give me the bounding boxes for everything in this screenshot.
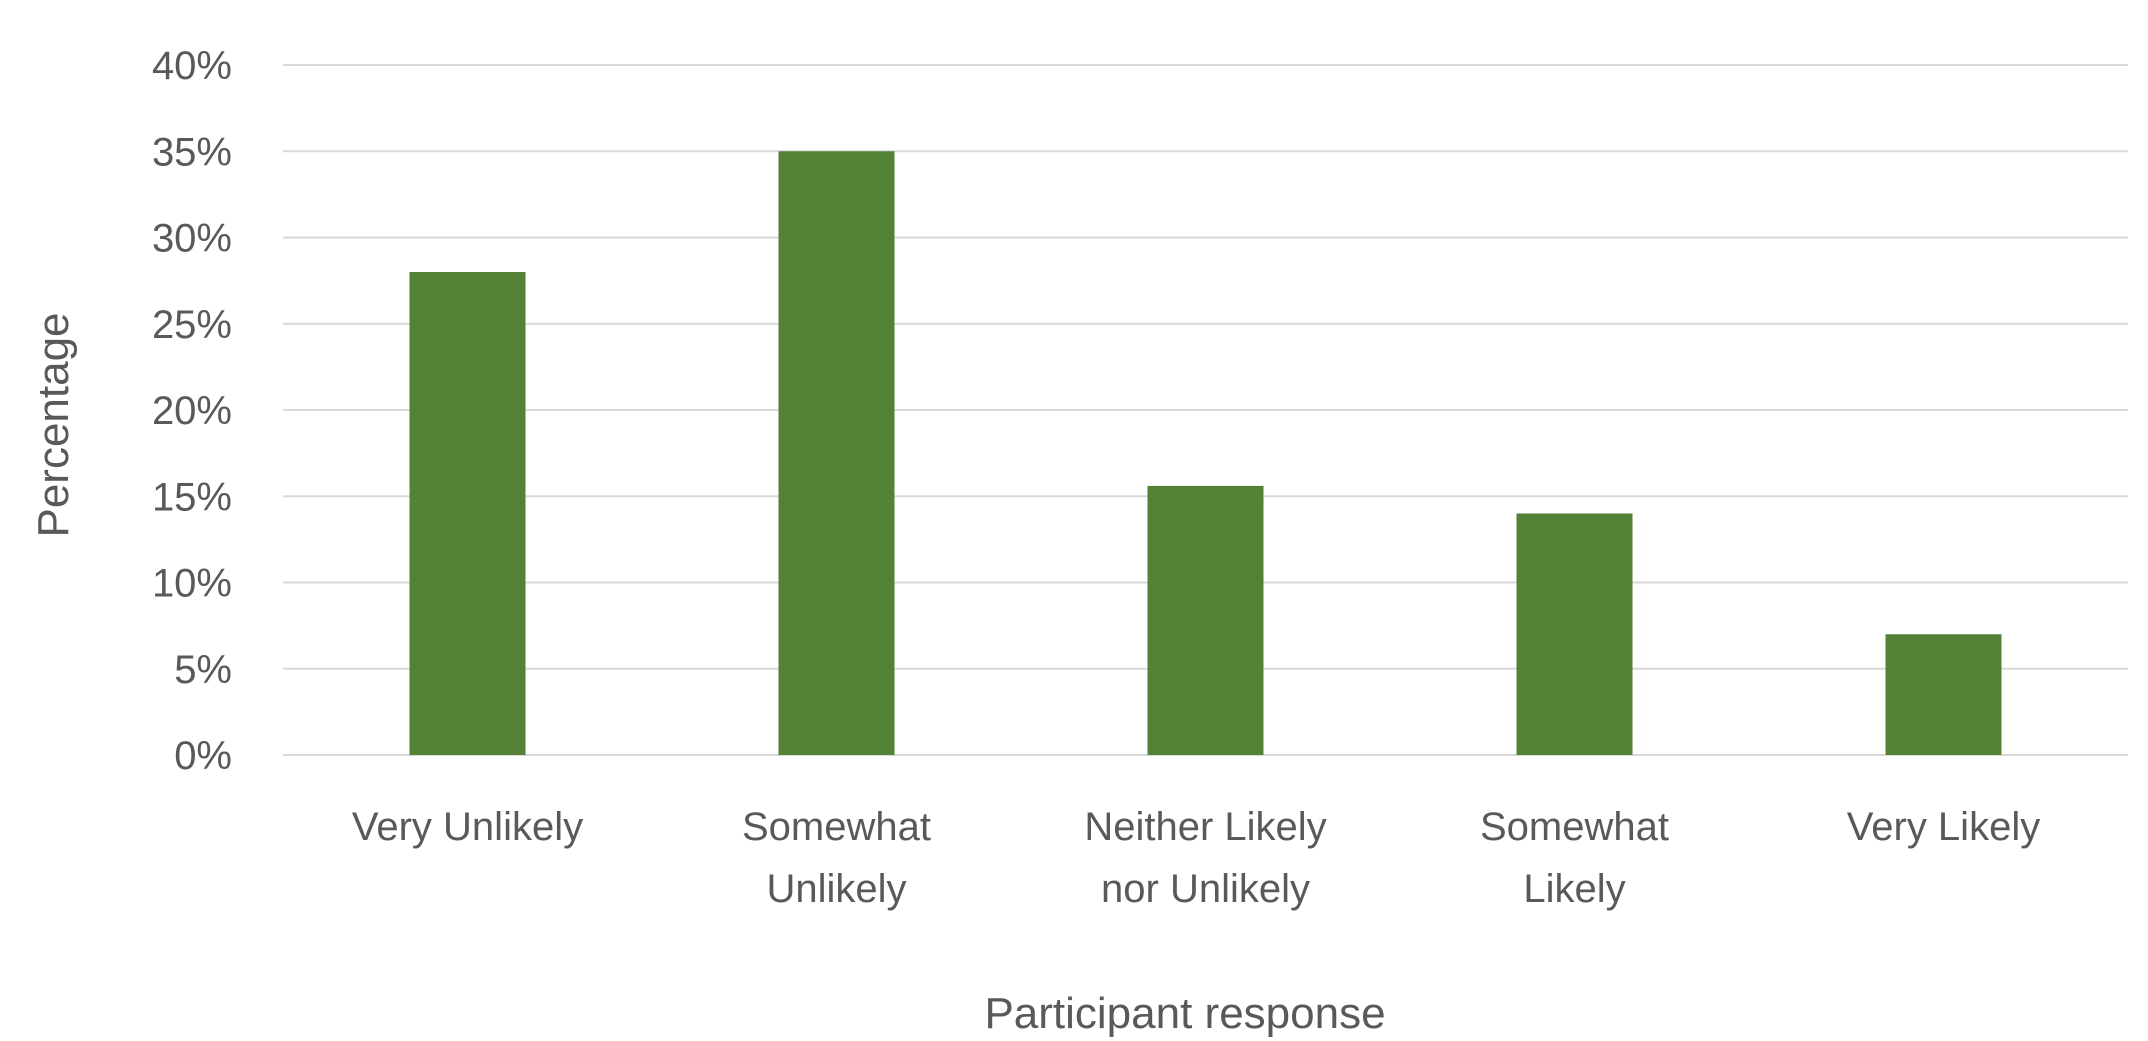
x-category-label: Somewhat Likely xyxy=(1480,805,1669,911)
x-category-label: Very Likely xyxy=(1847,805,2040,849)
bar xyxy=(778,151,895,755)
x-category-label-line: Unlikely xyxy=(766,867,906,911)
x-axis-title: Participant response xyxy=(984,989,1385,1038)
y-tick-label: 10% xyxy=(152,562,232,606)
x-category-label-line: Neither Likely xyxy=(1084,805,1326,849)
x-category-label-line: nor Unlikely xyxy=(1101,867,1310,911)
y-tick-label: 15% xyxy=(152,475,232,519)
x-category-label-line: Somewhat xyxy=(1480,805,1669,849)
y-axis-ticks: 0% 5% 10% 15% 20% 25% 30% 35% 40% xyxy=(152,44,232,778)
x-category-label-line: Somewhat xyxy=(742,805,931,849)
y-tick-label: 35% xyxy=(152,130,232,174)
bar xyxy=(409,272,526,755)
y-tick-label: 0% xyxy=(174,734,232,778)
bar xyxy=(1516,513,1633,755)
gridlines xyxy=(283,64,2128,756)
x-axis-category-labels: Very Unlikely Somewhat Unlikely Neither Lik… xyxy=(352,805,2040,911)
bars xyxy=(409,151,2002,755)
x-category-label: Somewhat Unlikely xyxy=(742,805,931,911)
x-category-label-line: Likely xyxy=(1523,867,1625,911)
y-tick-label: 30% xyxy=(152,217,232,261)
y-tick-label: 40% xyxy=(152,44,232,88)
x-category-label-line: Very Likely xyxy=(1847,805,2040,849)
y-tick-label: 25% xyxy=(152,303,232,347)
bar xyxy=(1147,485,1264,755)
bar xyxy=(1885,634,2002,755)
x-category-label: Neither Likely nor Unlikely xyxy=(1084,805,1326,911)
y-tick-label: 5% xyxy=(174,648,232,692)
y-axis-title: Percentage xyxy=(29,312,78,537)
y-tick-label: 20% xyxy=(152,389,232,433)
x-category-label: Very Unlikely xyxy=(352,805,583,849)
x-category-label-line: Very Unlikely xyxy=(352,805,583,849)
